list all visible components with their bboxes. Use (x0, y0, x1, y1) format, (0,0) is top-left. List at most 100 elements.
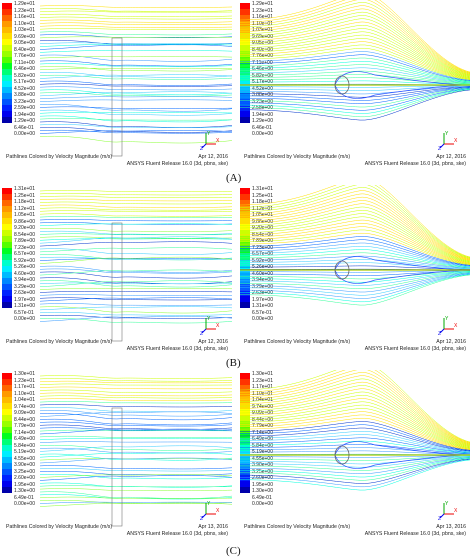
pathline (39, 233, 232, 236)
pathline (240, 370, 470, 443)
axis-z-label: Z (200, 331, 203, 335)
colorbar-swatch (2, 81, 12, 87)
colorbar-tick-label: 5.82e+00 (14, 72, 35, 79)
colorbar-tick-label: 1.10e+01 (14, 390, 35, 397)
colorbar-tick-label: 1.30e+00 (14, 488, 35, 494)
axis-x-label: X (216, 138, 220, 144)
axis-triad: XY Z (438, 131, 458, 152)
pathline (39, 198, 232, 202)
colorbar-tick-label: 1.23e+01 (252, 7, 273, 14)
axis-y-label: Y (445, 131, 449, 137)
pathline-plot (240, 0, 470, 121)
pathline (39, 410, 232, 417)
colorbar-swatch (240, 296, 250, 302)
colorbar-tick-label: 0.00e+00 (252, 316, 273, 322)
colorbar-swatch (240, 439, 250, 445)
colorbar-swatch (2, 111, 12, 117)
pathline (240, 87, 470, 104)
pathline (39, 502, 232, 507)
colorbar-swatch (2, 188, 12, 194)
pathline (39, 265, 232, 273)
colorbar-swatch (240, 206, 250, 212)
pathline (240, 411, 470, 450)
footer-title: Pathlines Colored by Velocity Magnitude … (244, 524, 351, 530)
pathline (240, 0, 470, 74)
pathline (240, 185, 470, 259)
pathline (240, 401, 470, 448)
pathline (39, 8, 232, 12)
pathline (39, 216, 232, 218)
colorbar-tick-label: 9.20e+00 (14, 225, 35, 231)
colorbar-tick-label: 9.05e+00 (252, 40, 273, 46)
colorbar-swatch (2, 63, 12, 69)
colorbar-tick-label: 5.92e+00 (14, 257, 35, 264)
colorbar-tick-label: 9.86e+00 (252, 218, 273, 225)
pathline (39, 210, 232, 212)
colorbar (2, 3, 12, 123)
colorbar-swatch (2, 373, 12, 379)
colorbar-tick-label: 7.76e+00 (14, 53, 35, 59)
pathline (39, 247, 232, 253)
pathline (240, 80, 470, 85)
colorbar-tick-label: 1.03e+01 (14, 27, 35, 33)
colorbar-tick-label: 7.89e+00 (14, 238, 35, 244)
colorbar-swatch (240, 266, 250, 272)
colorbar-swatch (2, 451, 12, 457)
colorbar-tick-label: 1.18e+01 (14, 199, 35, 205)
pathline (39, 13, 232, 17)
colorbar-tick-label: 1.29e+00 (252, 118, 273, 124)
pathline (240, 391, 470, 447)
pathline (240, 459, 470, 491)
colorbar-swatch (2, 200, 12, 206)
pathline (240, 440, 470, 454)
colorbar-swatch (2, 117, 12, 123)
pathline (39, 383, 232, 386)
pathline (240, 190, 470, 260)
colorbar-tick-label: 7.76e+00 (252, 53, 273, 59)
pathline (39, 74, 232, 80)
colorbar-swatch (2, 481, 12, 487)
pathline (39, 269, 232, 276)
colorbar-swatch (2, 45, 12, 51)
pathline (39, 496, 232, 499)
colorbar-tick-label: 8.44e+00 (14, 416, 35, 423)
colorbar-swatch (240, 475, 250, 481)
pathline (39, 501, 232, 504)
pathline (39, 404, 232, 408)
colorbar-tick-label: 6.57e+00 (14, 251, 35, 257)
axis-triad: XY Z (438, 316, 458, 337)
colorbar-tick-label: 7.11e+00 (14, 59, 35, 66)
pathline (240, 57, 470, 82)
pathline (39, 219, 232, 222)
pathline (39, 418, 232, 426)
pathline (240, 398, 470, 448)
colorbar-tick-label: 3.29e+00 (252, 283, 273, 290)
pathline (240, 232, 470, 266)
pathline (39, 44, 232, 50)
pathline (240, 0, 470, 73)
plate-outline (111, 37, 123, 157)
pathline (240, 372, 470, 444)
pathline (240, 47, 470, 81)
colorbar-swatch (2, 194, 12, 200)
pathline (240, 370, 470, 444)
panel-label-b: (B) (226, 357, 241, 369)
colorbar-swatch (2, 427, 12, 433)
pathline (240, 213, 470, 263)
panel-label-c: (C) (226, 545, 241, 557)
colorbar-tick-label: 1.03e+01 (252, 27, 273, 33)
colorbar-tick-label: 1.30e+00 (252, 488, 273, 494)
colorbar (2, 373, 12, 493)
pathline (39, 268, 232, 274)
pathline (240, 70, 470, 84)
axis-y-label: Y (207, 316, 211, 322)
colorbar-tick-label: 4.60e+00 (252, 270, 273, 277)
pathline (39, 471, 232, 476)
colorbar-tick-label: 9.09e+00 (252, 410, 273, 416)
pathline (240, 437, 470, 453)
pathline (240, 375, 470, 445)
footer-date: Apr 12, 2016 (198, 339, 228, 345)
panel-c-left: 1.30e+01 1.23e+01 1.17e+01 1.10e+01 1.04e+01… (2, 370, 232, 542)
pathline (240, 85, 470, 91)
colorbar-tick-label: 9.86e+00 (14, 218, 35, 225)
